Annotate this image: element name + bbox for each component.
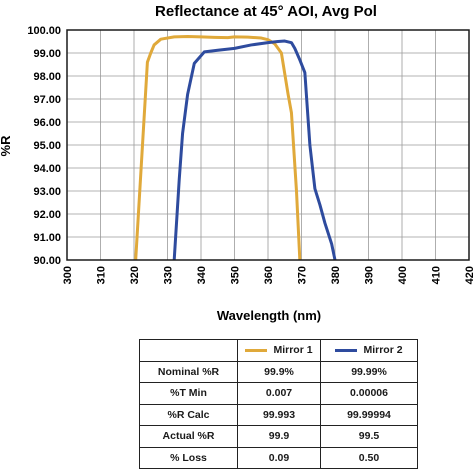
y-tick-label: 91.00 — [33, 232, 61, 244]
row-label: Actual %R — [139, 425, 238, 448]
table-header-row: Mirror 1 Mirror 2 — [139, 339, 418, 362]
row-label: % Loss — [139, 446, 238, 469]
y-tick-label: 94.00 — [33, 163, 61, 175]
row-label: %R Calc — [139, 403, 238, 426]
x-tick-label: 370 — [297, 266, 309, 284]
mirror-1-swatch — [245, 348, 268, 352]
mirror-2-value: 0.00006 — [320, 382, 418, 405]
y-tick-labels: 90.00 91.00 92.00 93.00 94.00 95.00 96.00 97.00… — [27, 25, 61, 267]
y-axis-title: %R — [0, 135, 13, 157]
mirror-2-value: 99.99% — [320, 360, 418, 383]
mirror-2-value: 99.5 — [320, 425, 418, 448]
mirror-1-value: 99.993 — [237, 403, 321, 426]
plot-frame — [66, 29, 470, 261]
table-corner-cell — [139, 339, 238, 362]
chart-title: Reflectance at 45° AOI, Avg Pol — [155, 3, 377, 20]
legend-mirror-2: Mirror 2 — [320, 339, 418, 362]
x-tick-label: 350 — [230, 266, 242, 284]
table-row: % Loss 0.09 0.50 — [139, 446, 418, 469]
x-tick-label: 380 — [330, 266, 342, 284]
x-tick-labels: 300 310 320 330 340 350 360 370 380 390 400 410 420 — [62, 266, 474, 284]
x-tick-label: 420 — [464, 266, 474, 284]
series-line-mirror-1 — [134, 34, 302, 261]
table-row: Nominal %R 99.9% 99.99% — [139, 360, 418, 383]
table-row: %R Calc 99.993 99.99994 — [139, 403, 418, 426]
y-tick-label: 92.00 — [33, 209, 61, 221]
row-label: %T Min — [139, 382, 238, 405]
y-tick-label: 99.00 — [33, 48, 61, 60]
y-tick-label: 97.00 — [33, 94, 61, 106]
mirror-1-value: 99.9 — [237, 425, 321, 448]
reflectance-chart: Reflectance at 45° AOI, Avg Pol %R Wavel… — [0, 3, 474, 323]
y-tick-label: 96.00 — [33, 117, 61, 129]
row-label: Nominal %R — [139, 360, 238, 383]
table-row: %T Min 0.007 0.00006 — [139, 382, 418, 405]
y-tick-label: 98.00 — [33, 71, 61, 83]
x-tick-label: 310 — [96, 266, 108, 284]
series-line-mirror-2 — [172, 39, 337, 261]
x-axis-title: Wavelength (nm) — [217, 308, 321, 323]
x-tick-label: 390 — [364, 266, 376, 284]
x-tick-label: 330 — [163, 266, 175, 284]
mirror-1-value: 0.007 — [237, 382, 321, 405]
x-tick-label: 320 — [129, 266, 141, 284]
y-tick-label: 95.00 — [33, 140, 61, 152]
mirror-2-value: 99.99994 — [320, 403, 418, 426]
mirror-1-value: 99.9% — [237, 360, 321, 383]
grid — [67, 30, 469, 260]
x-tick-label: 340 — [196, 266, 208, 284]
legend-label-mirror-2: Mirror 2 — [363, 344, 403, 357]
specification-table: Mirror 1 Mirror 2 Nominal %R 99.9% 99.99… — [139, 339, 418, 469]
mirror-2-swatch — [335, 348, 358, 352]
legend-label-mirror-1: Mirror 1 — [273, 344, 313, 357]
x-tick-label: 410 — [431, 266, 443, 284]
x-tick-label: 360 — [263, 266, 275, 284]
mirror-2-value: 0.50 — [320, 446, 418, 469]
y-tick-label: 93.00 — [33, 186, 61, 198]
series-lines — [134, 34, 337, 261]
y-tick-label: 90.00 — [33, 255, 61, 267]
legend-mirror-1: Mirror 1 — [237, 339, 321, 362]
x-tick-label: 300 — [62, 266, 74, 284]
table-row: Actual %R 99.9 99.5 — [139, 425, 418, 448]
y-tick-label: 100.00 — [27, 25, 61, 37]
x-tick-label: 400 — [397, 266, 409, 284]
mirror-1-value: 0.09 — [237, 446, 321, 469]
